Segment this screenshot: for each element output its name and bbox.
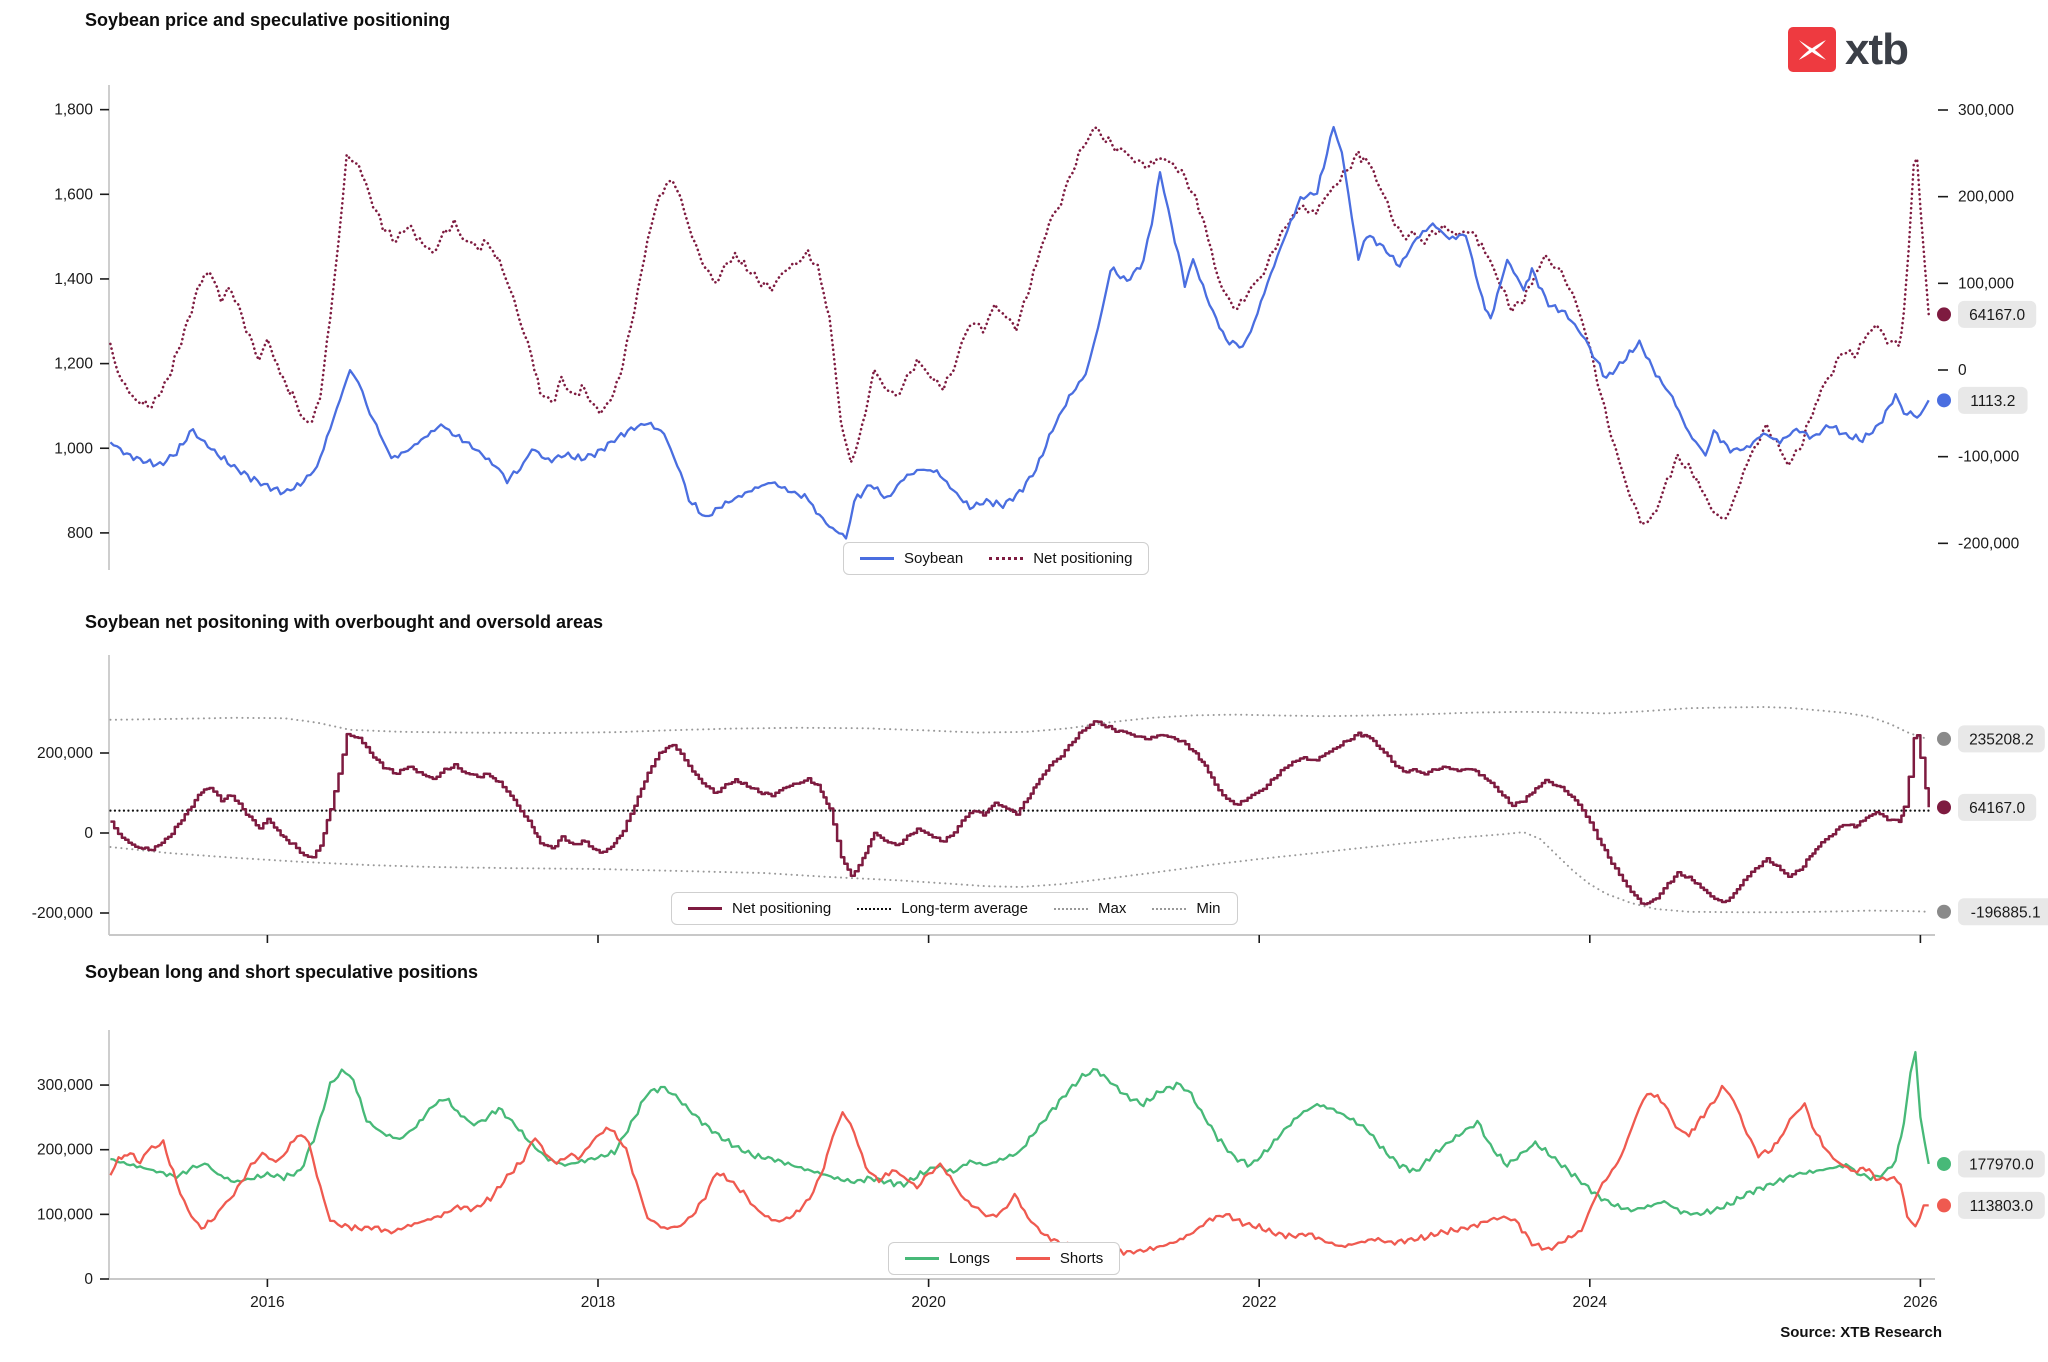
legend-label: Max	[1097, 900, 1127, 917]
svg-text:2016: 2016	[250, 1294, 284, 1311]
svg-text:2026: 2026	[1903, 1294, 1937, 1311]
svg-text:-200,000: -200,000	[1958, 535, 2020, 552]
svg-text:1113.2: 1113.2	[1970, 393, 2015, 410]
svg-text:2024: 2024	[1573, 1294, 1608, 1311]
legend-item-soybean: Soybean	[860, 550, 963, 567]
svg-text:-200,000: -200,000	[32, 905, 94, 922]
svg-text:2022: 2022	[1242, 1294, 1276, 1311]
xtb-x-glyph-icon	[1798, 39, 1826, 60]
svg-text:100,000: 100,000	[1958, 275, 2014, 292]
legend-item-longs: Longs	[905, 1250, 990, 1267]
svg-text:1,400: 1,400	[54, 271, 93, 288]
xtb-logo-text: xtb	[1845, 25, 1909, 74]
line-sample-icon	[860, 557, 894, 560]
svg-text:235208.2: 235208.2	[1969, 731, 2034, 748]
svg-text:0: 0	[1958, 362, 1967, 379]
line-sample-icon	[1015, 1257, 1050, 1260]
panel1-title: Soybean price and speculative positionin…	[85, 10, 451, 30]
svg-text:1,600: 1,600	[54, 186, 93, 203]
svg-text:-100,000: -100,000	[1958, 449, 2020, 466]
svg-text:200,000: 200,000	[37, 1142, 93, 1159]
legend-item-min: Min	[1152, 900, 1221, 917]
svg-text:1,800: 1,800	[54, 102, 93, 119]
legend-label: Shorts	[1059, 1250, 1104, 1267]
legend-item-long-term-average: Long-term average	[857, 900, 1028, 917]
svg-text:200,000: 200,000	[37, 745, 93, 762]
xtb-logo: xtb	[1788, 25, 1909, 74]
panel-1: 1,800 1,600 1,400 1,200 1,000 800 300,000 200,0…	[54, 85, 2037, 570]
svg-text:2018: 2018	[581, 1294, 615, 1311]
svg-text:0: 0	[84, 1271, 93, 1288]
panel3-legend: Longs Shorts	[888, 1242, 1121, 1275]
legend-item-net-positioning: Net positioning	[688, 900, 831, 917]
panel-3: 2016 2018 2020 2022 2024 2026 300,000 200,000 10…	[37, 1030, 2045, 1311]
panel3-title: Soybean long and short speculative posit…	[85, 962, 479, 982]
panel-2: 200,000 0 -200,000 235208.2 64167.0 -196885.1	[32, 655, 2048, 943]
svg-text:2020: 2020	[911, 1294, 946, 1311]
svg-text:64167.0: 64167.0	[1969, 800, 2025, 817]
legend-label: Min	[1196, 900, 1221, 917]
legend-label: Longs	[949, 1250, 990, 1267]
svg-text:300,000: 300,000	[37, 1077, 93, 1094]
svg-text:0: 0	[84, 825, 93, 842]
svg-text:1,000: 1,000	[54, 440, 93, 457]
panel2-title: Soybean net positoning with overbought a…	[85, 612, 604, 632]
line-sample-icon	[905, 1257, 939, 1260]
svg-text:64167.0: 64167.0	[1969, 307, 2025, 324]
dotted-line-sample-icon	[857, 907, 892, 910]
panel2-legend: Net positioning Long-term average Max Mi…	[671, 892, 1238, 925]
legend-label: Soybean	[904, 550, 964, 567]
dotted-line-sample-icon	[1053, 907, 1088, 910]
svg-text:113803.0: 113803.0	[1970, 1198, 2034, 1215]
legend-item-net-positioning: Net positioning	[989, 550, 1132, 567]
dotted-line-sample-icon	[989, 557, 1024, 560]
svg-text:800: 800	[67, 525, 93, 542]
source-note: Source: XTB Research	[1780, 1324, 1942, 1341]
legend-label: Long-term average	[901, 900, 1028, 917]
svg-text:177970.0: 177970.0	[1969, 1156, 2034, 1173]
svg-text:100,000: 100,000	[37, 1206, 93, 1223]
legend-label: Net positioning	[732, 900, 832, 917]
legend-item-shorts: Shorts	[1015, 1250, 1104, 1267]
legend-item-max: Max	[1053, 900, 1127, 917]
line-sample-icon	[688, 907, 722, 910]
svg-text:1,200: 1,200	[54, 356, 93, 373]
legend-label: Net positioning	[1033, 550, 1133, 567]
xtb-logo-mark-icon	[1788, 27, 1836, 72]
svg-text:300,000: 300,000	[1958, 102, 2014, 119]
dotted-line-sample-icon	[1152, 907, 1187, 910]
svg-text:-196885.1: -196885.1	[1971, 904, 2041, 921]
svg-text:200,000: 200,000	[1958, 189, 2014, 206]
panel1-legend: Soybean Net positioning	[843, 542, 1150, 575]
